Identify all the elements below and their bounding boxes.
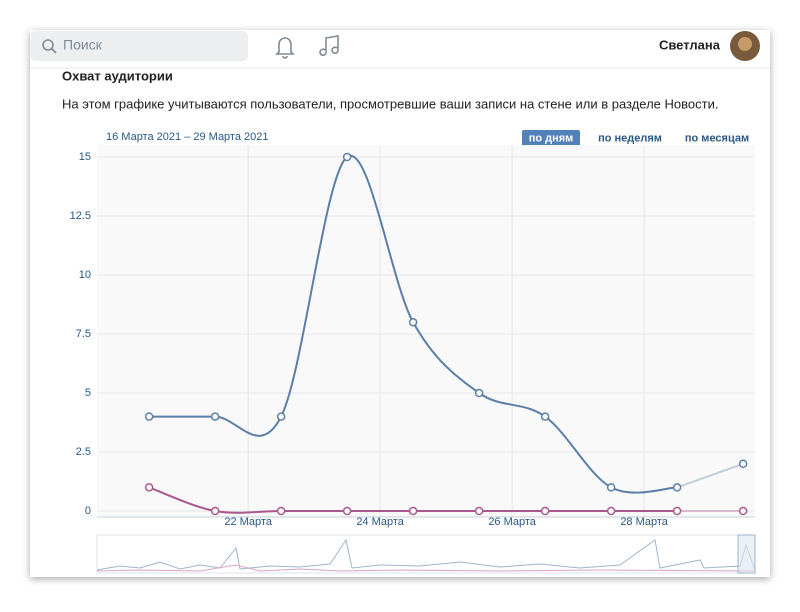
data-point[interactable] <box>342 506 352 516</box>
x-tick-label: 22 Марта <box>224 516 272 528</box>
data-point[interactable] <box>540 412 550 421</box>
period-button[interactable]: по месяцам <box>685 132 749 144</box>
data-point[interactable] <box>672 506 682 516</box>
data-point[interactable] <box>276 506 286 516</box>
data-point[interactable] <box>606 483 616 492</box>
navigator-line <box>96 564 756 572</box>
x-tick-label: 28 Марта <box>620 516 668 528</box>
x-tick-label: 24 Марта <box>356 516 404 528</box>
y-tick-label: 0 <box>85 505 91 517</box>
navigator <box>96 534 756 574</box>
y-tick-label: 15 <box>79 151 91 163</box>
series-line-incomplete <box>676 462 744 489</box>
data-point[interactable] <box>276 412 286 421</box>
user-name[interactable]: Светлана <box>659 37 721 52</box>
x-tick-label: 26 Марта <box>488 516 536 528</box>
notifications-icon[interactable] <box>275 37 295 59</box>
date-range[interactable]: 16 Марта 2021 – 29 Марта 2021 <box>106 131 269 143</box>
navigator-line <box>96 538 756 571</box>
data-point[interactable] <box>144 483 154 492</box>
section-description: На этом графике учитываются пользователи… <box>62 96 718 111</box>
period-active-bg <box>522 130 580 147</box>
data-point[interactable] <box>474 506 484 516</box>
plot-area <box>97 145 755 517</box>
y-tick-label: 7.5 <box>76 328 91 340</box>
search-box[interactable] <box>30 31 248 61</box>
music-icon[interactable] <box>319 35 339 56</box>
data-point[interactable] <box>474 388 484 398</box>
navigator-window[interactable] <box>737 534 756 574</box>
y-tick-label: 5 <box>85 387 91 399</box>
period-button[interactable]: по неделям <box>598 132 662 144</box>
section-title: Охват аудитории <box>62 68 173 83</box>
series-line <box>149 154 678 494</box>
data-point[interactable] <box>738 506 748 516</box>
data-point[interactable] <box>606 506 616 516</box>
data-point[interactable] <box>540 506 550 516</box>
search-placeholder: Поиск <box>63 37 103 53</box>
data-point[interactable] <box>408 317 418 327</box>
chart: 0 2.5 5 7.5 10 12.5 15 22 Марта 24 Марта 26 Марта… <box>70 145 755 528</box>
search-icon <box>42 39 54 51</box>
data-point[interactable] <box>210 412 220 421</box>
search-icon-handle <box>51 48 57 54</box>
avatar-detail <box>738 37 752 51</box>
data-point[interactable] <box>144 412 154 421</box>
y-tick-label: 10 <box>79 269 91 281</box>
data-point[interactable] <box>408 506 418 516</box>
y-tick-label: 12.5 <box>70 210 91 222</box>
data-point[interactable] <box>672 483 682 492</box>
data-point[interactable] <box>342 152 352 162</box>
data-point[interactable] <box>738 459 748 469</box>
period-button[interactable]: по дням <box>529 132 574 144</box>
data-point[interactable] <box>210 506 220 516</box>
period-switch: по дням по неделям по месяцам <box>522 130 749 147</box>
y-tick-label: 2.5 <box>76 446 91 458</box>
